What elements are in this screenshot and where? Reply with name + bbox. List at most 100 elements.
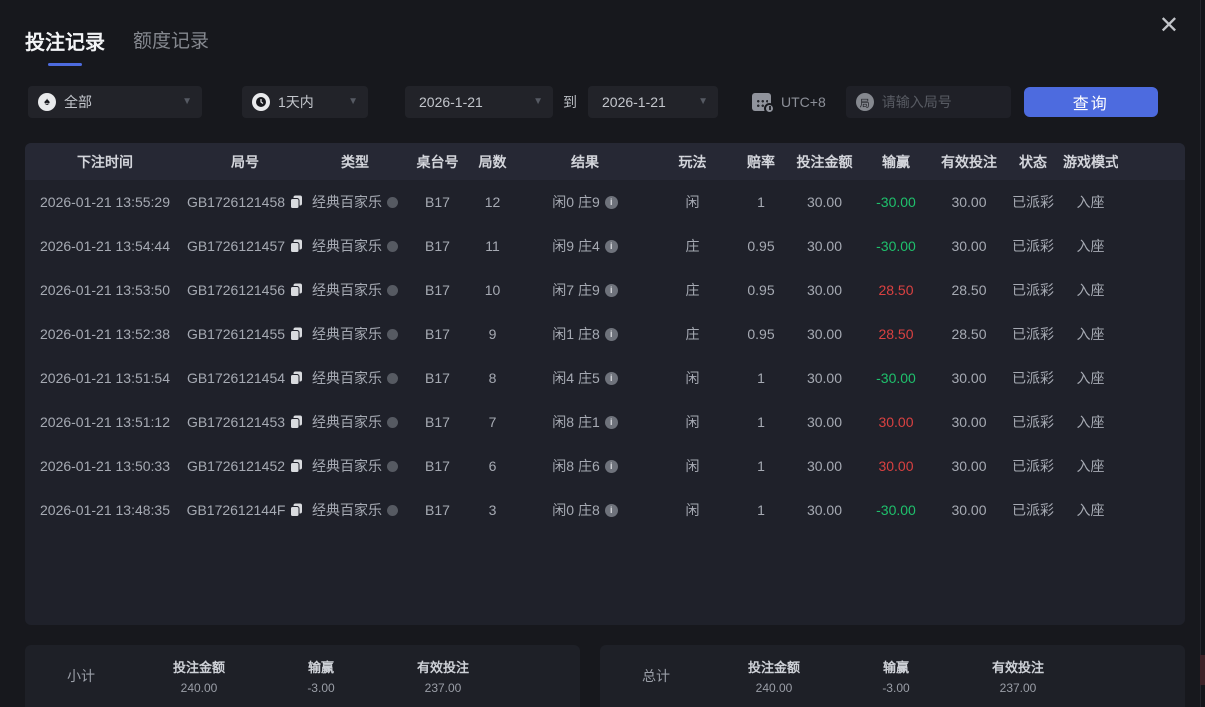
game-mode: 入座 xyxy=(1076,326,1105,342)
close-icon[interactable]: ✕ xyxy=(1158,12,1179,39)
column-header-3: 桌台号 xyxy=(416,153,459,170)
round-search-box: 局 xyxy=(845,86,1011,118)
game-count: 10 xyxy=(484,282,501,298)
info-icon[interactable]: i xyxy=(604,459,618,473)
winloss-value: 30.00 xyxy=(878,414,914,430)
copy-icon[interactable] xyxy=(290,415,303,429)
tab-quota-records-label: 额度记录 xyxy=(133,31,210,52)
bet-amount: 30.00 xyxy=(806,414,843,430)
table-number: B17 xyxy=(425,326,450,342)
round-number: GB172612144F xyxy=(186,502,286,518)
play-type: 闲 xyxy=(685,502,700,518)
round-cell: GB1726121457 xyxy=(185,238,305,254)
video-icon[interactable] xyxy=(387,504,398,516)
result-value: 闲0 庄8 xyxy=(552,502,600,518)
video-icon[interactable] xyxy=(387,416,398,428)
date-from-select[interactable]: 2026-1-21 ▼ xyxy=(405,86,553,118)
game-type: 经典百家乐 xyxy=(312,458,382,474)
winloss-value: -30.00 xyxy=(876,370,916,386)
table-row: 2026-01-21 13:50:33 GB1726121452 经典百家乐 B… xyxy=(25,444,1185,488)
calendar-clock-icon xyxy=(752,92,775,114)
total-panel: 总计 投注金额 240.00 输赢 -3.00 有效投注 237.00 xyxy=(600,645,1185,707)
table-number: B17 xyxy=(425,370,450,386)
date-to-select[interactable]: 2026-1-21 ▼ xyxy=(588,86,718,118)
game-mode: 入座 xyxy=(1076,502,1105,518)
status-badge: 已派彩 xyxy=(1012,326,1054,342)
info-icon[interactable]: i xyxy=(604,415,618,429)
table-row: 2026-01-21 13:51:54 GB1726121454 经典百家乐 B… xyxy=(25,356,1185,400)
table-row: 2026-01-21 13:55:29 GB1726121458 经典百家乐 B… xyxy=(25,180,1185,224)
odds-value: 0.95 xyxy=(747,326,775,342)
total-title: 总计 xyxy=(642,668,670,684)
video-icon[interactable] xyxy=(387,284,398,296)
subtotal-winloss: 输赢 -3.00 xyxy=(307,660,335,695)
game-count: 6 xyxy=(488,458,497,474)
status-badge: 已派彩 xyxy=(1012,238,1054,254)
total-stats: 投注金额 240.00 输赢 -3.00 有效投注 237.00 xyxy=(713,657,1079,695)
result-cell: 闲8 庄6 i xyxy=(515,456,655,476)
video-icon[interactable] xyxy=(387,460,398,472)
to-label: 到 xyxy=(563,94,577,110)
table-row: 2026-01-21 13:54:44 GB1726121457 经典百家乐 B… xyxy=(25,224,1185,268)
tab-quota-records[interactable]: 额度记录 xyxy=(133,26,209,53)
copy-icon[interactable] xyxy=(290,283,303,297)
info-icon[interactable]: i xyxy=(604,195,618,209)
tab-betting-records[interactable]: 投注记录 xyxy=(25,26,105,66)
time-range-select[interactable]: 1天内 ▼ xyxy=(242,86,368,118)
play-type: 闲 xyxy=(685,458,700,474)
table-header-row: 下注时间 局号 类型 桌台号 局数 结果 玩法 赔率 投注金额 输赢 有效投注 状态 游戏模式 xyxy=(25,143,1185,180)
valid-bet-amount: 30.00 xyxy=(951,194,987,210)
result-cell: 闲4 庄5 i xyxy=(515,368,655,388)
column-header-12: 游戏模式 xyxy=(1063,153,1118,170)
round-cell: GB1726121454 xyxy=(185,370,305,386)
copy-icon[interactable] xyxy=(290,239,303,253)
type-cell: 经典百家乐 xyxy=(305,280,405,300)
game-type: 经典百家乐 xyxy=(312,194,382,210)
copy-icon[interactable] xyxy=(290,371,303,385)
result-value: 闲4 庄5 xyxy=(552,370,600,386)
copy-icon[interactable] xyxy=(290,195,303,209)
info-icon[interactable]: i xyxy=(604,371,618,385)
play-type: 闲 xyxy=(685,370,700,386)
info-icon[interactable]: i xyxy=(604,283,618,297)
column-header-7: 赔率 xyxy=(747,153,775,170)
table-number: B17 xyxy=(425,194,450,210)
clock-icon xyxy=(252,93,270,111)
game-type-select[interactable]: ♠ 全部 ▼ xyxy=(28,86,202,118)
video-icon[interactable] xyxy=(387,196,398,208)
query-button[interactable]: 查询 xyxy=(1023,87,1158,117)
bet-amount: 30.00 xyxy=(806,194,843,210)
copy-icon[interactable] xyxy=(290,503,303,517)
round-number: GB1726121452 xyxy=(186,458,286,474)
game-type-value: 全部 xyxy=(64,94,92,110)
column-header-9: 输赢 xyxy=(882,153,910,170)
round-cell: GB1726121456 xyxy=(185,282,305,298)
chevron-down-icon: ▼ xyxy=(182,96,192,107)
copy-icon[interactable] xyxy=(290,327,303,341)
video-icon[interactable] xyxy=(387,240,398,252)
bet-time: 2026-01-21 13:48:35 xyxy=(40,502,170,518)
copy-icon[interactable] xyxy=(290,459,303,473)
active-tab-underline xyxy=(48,63,82,66)
bet-time: 2026-01-21 13:54:44 xyxy=(40,238,170,254)
bet-time: 2026-01-21 13:55:29 xyxy=(40,194,170,210)
round-cell: GB1726121453 xyxy=(185,414,305,430)
game-mode: 入座 xyxy=(1076,238,1105,254)
game-type: 经典百家乐 xyxy=(312,370,382,386)
table-row: 2026-01-21 13:48:35 GB172612144F 经典百家乐 B… xyxy=(25,488,1185,532)
bet-amount: 30.00 xyxy=(806,370,843,386)
chevron-down-icon: ▼ xyxy=(533,96,543,107)
video-icon[interactable] xyxy=(387,372,398,384)
info-icon[interactable]: i xyxy=(604,327,618,341)
play-type: 庄 xyxy=(685,238,700,254)
odds-value: 0.95 xyxy=(747,282,775,298)
round-number-input[interactable] xyxy=(881,94,1001,110)
info-icon[interactable]: i xyxy=(604,239,618,253)
info-icon[interactable]: i xyxy=(604,503,618,517)
play-type: 庄 xyxy=(685,326,700,342)
video-icon[interactable] xyxy=(387,328,398,340)
valid-bet-amount: 28.50 xyxy=(951,282,987,298)
result-cell: 闲0 庄9 i xyxy=(515,192,655,212)
valid-bet-amount: 28.50 xyxy=(951,326,987,342)
total-bet: 投注金额 240.00 xyxy=(747,660,800,695)
